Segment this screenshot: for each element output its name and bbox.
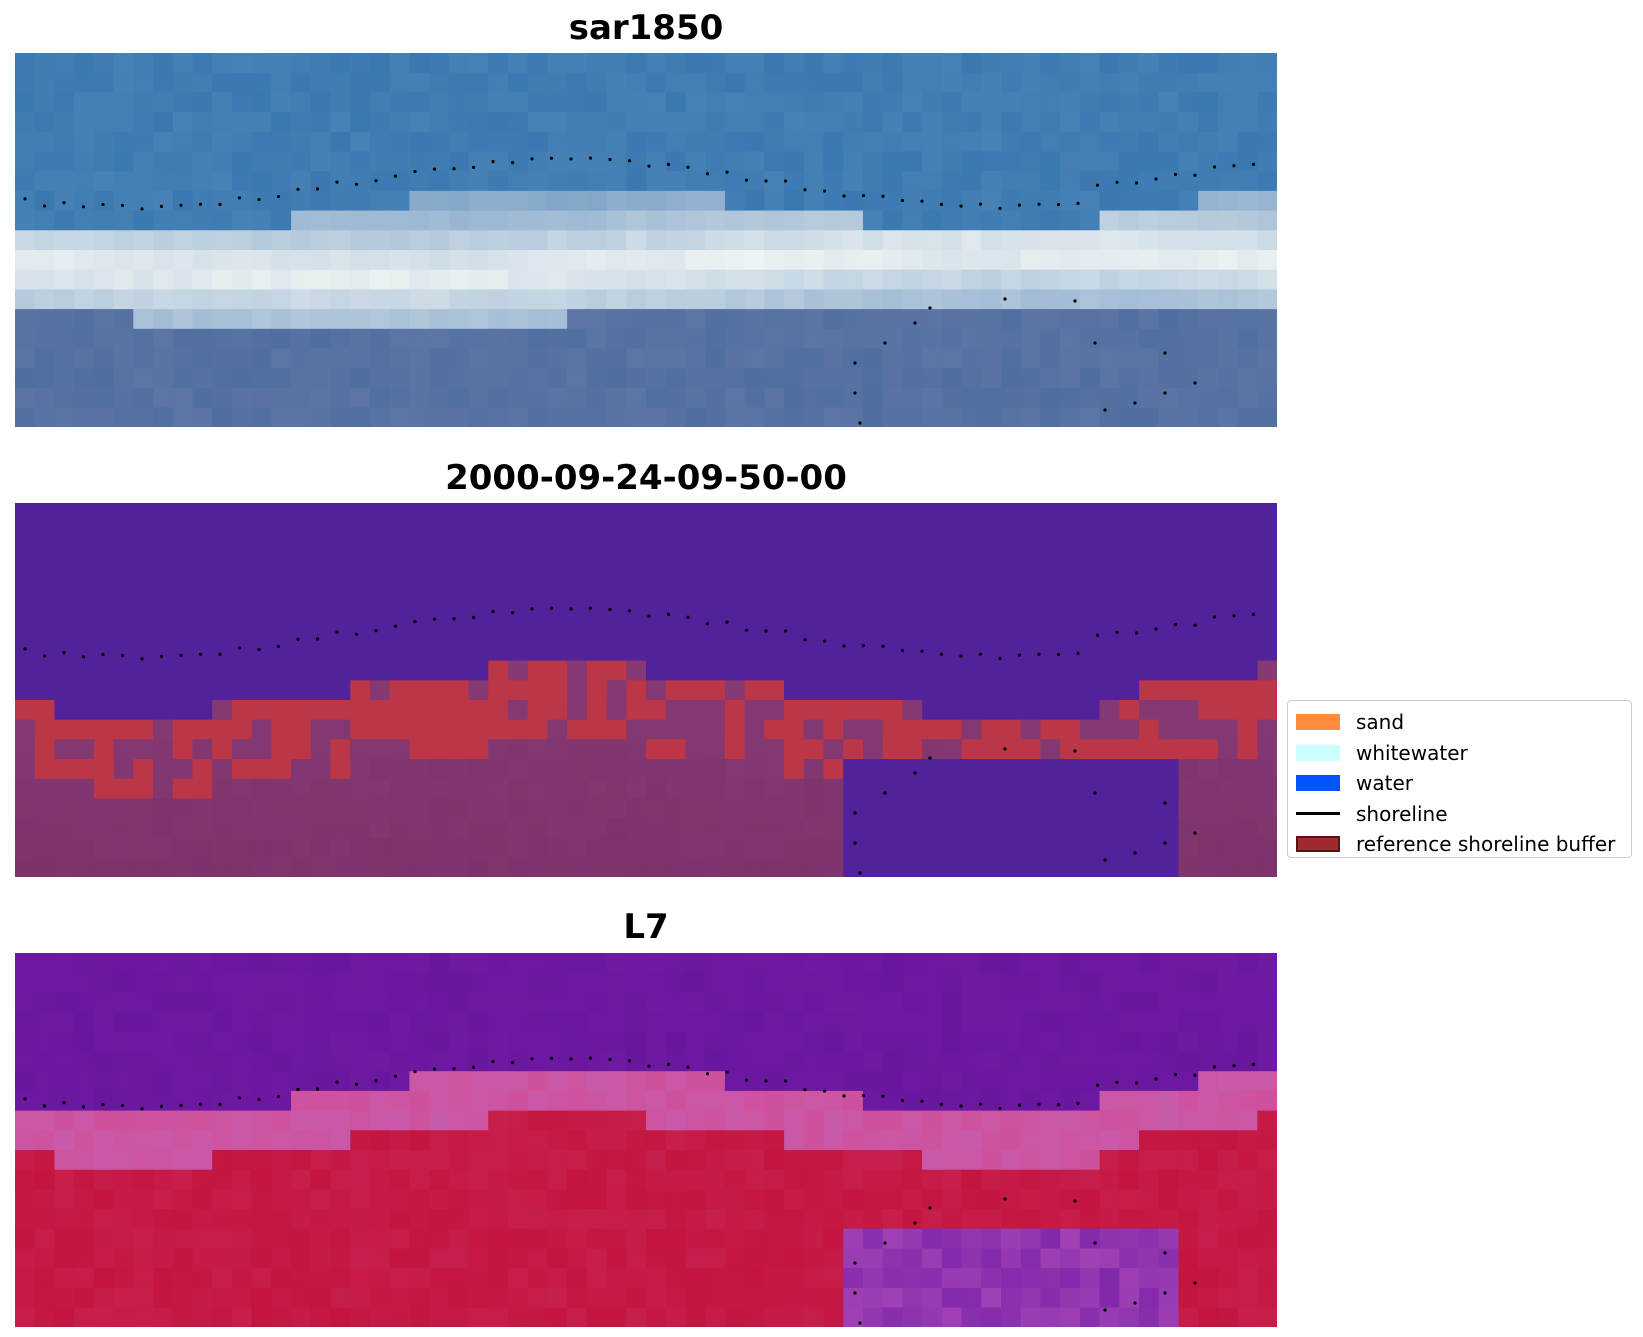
image-panel-classified — [15, 503, 1277, 877]
panel-title-l7: L7 — [623, 907, 669, 947]
whitewater-swatch — [1296, 744, 1340, 761]
legend-label-buffer: reference shoreline buffer — [1356, 832, 1616, 857]
image-panel-index — [15, 953, 1277, 1327]
sand-swatch — [1296, 714, 1340, 731]
classified-image-canvas — [15, 503, 1277, 877]
legend-label-water: water — [1356, 771, 1413, 796]
buffer-swatch — [1296, 836, 1340, 853]
legend-item-water: water — [1296, 768, 1623, 799]
legend-item-sand: sand — [1296, 707, 1623, 738]
legend-label-shoreline: shoreline — [1356, 801, 1448, 826]
rgb-image-canvas — [15, 53, 1277, 427]
legend-label-whitewater: whitewater — [1356, 740, 1468, 765]
shoreline-points — [23, 156, 1256, 425]
shoreline-swatch — [1296, 812, 1340, 816]
legend-label-sand: sand — [1356, 710, 1405, 735]
legend: sand whitewater water shoreline referenc… — [1287, 700, 1632, 858]
legend-item-whitewater: whitewater — [1296, 738, 1623, 769]
legend-item-shoreline: shoreline — [1296, 799, 1623, 830]
water-swatch — [1296, 775, 1340, 792]
panel-title-sar1850: sar1850 — [568, 8, 724, 48]
index-image-canvas — [15, 953, 1277, 1327]
shoreline-points — [23, 606, 1256, 875]
panel-title-date: 2000-09-24-09-50-00 — [445, 458, 847, 498]
legend-item-buffer: reference shoreline buffer — [1296, 829, 1623, 860]
shoreline-points — [23, 1056, 1256, 1325]
image-panel-rgb — [15, 53, 1277, 427]
